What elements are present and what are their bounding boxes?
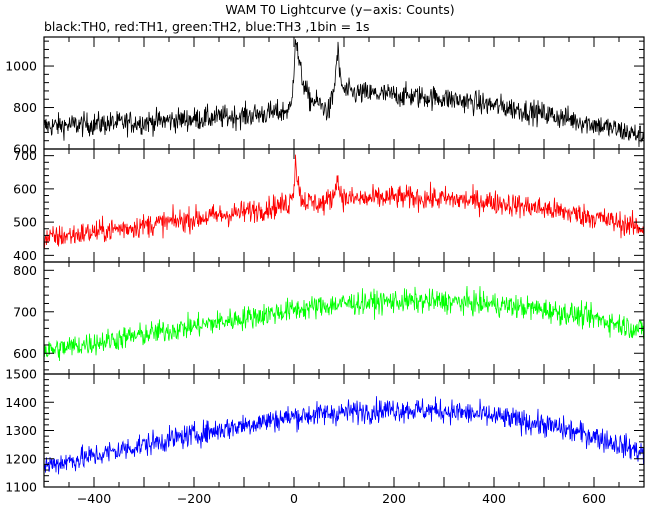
y-tick-label: 400 xyxy=(13,248,37,263)
y-tick-label: 700 xyxy=(13,148,37,163)
y-tick-label: 600 xyxy=(13,181,37,196)
panel-frame-th0 xyxy=(43,36,645,150)
y-tick-label: 500 xyxy=(13,215,37,230)
panel-frame-th2 xyxy=(43,261,645,375)
series-line-th3 xyxy=(44,396,644,475)
y-tick-label: 600 xyxy=(13,346,37,361)
panel-th0: 600 800 1000 xyxy=(5,36,645,157)
chart-title: WAM T0 Lightcurve (y−axis: Counts) xyxy=(225,2,454,17)
y-tick-label: 1300 xyxy=(5,423,37,438)
y-tick-label: 700 xyxy=(13,304,37,319)
y-tick-label: 600 xyxy=(13,142,37,157)
panel-th3: 1100 1200 1300 1400 1500 xyxy=(5,367,645,495)
y-tick-label: 800 xyxy=(13,100,37,115)
x-tick-label: −200 xyxy=(177,491,211,505)
x-tick-label: 600 xyxy=(582,491,606,505)
x-tick-label: 400 xyxy=(482,491,506,505)
panel-th2: 600 700 800 xyxy=(13,261,645,375)
y-tick-label: 1500 xyxy=(5,367,37,382)
x-tick-label: 200 xyxy=(382,491,406,505)
panels: 6008001000400500600700600700800110012001… xyxy=(5,36,645,505)
y-tick-label: 1000 xyxy=(5,59,37,74)
series-line-th2 xyxy=(44,285,644,362)
chart-subtitle: black:TH0, red:TH1, green:TH2, blue:TH3 … xyxy=(44,19,370,34)
x-tick-label: 0 xyxy=(290,491,298,505)
y-tick-label: 1400 xyxy=(5,395,37,410)
series-line-th0 xyxy=(44,39,644,148)
x-tick-label: −400 xyxy=(77,491,111,505)
panel-th1: 400 500 600 700 xyxy=(13,148,645,263)
y-tick-label: 1100 xyxy=(5,480,37,495)
y-tick-label: 1200 xyxy=(5,451,37,466)
x-axis: −400 −200 0 200 400 600 xyxy=(77,491,606,505)
series-line-th1 xyxy=(44,154,644,249)
y-tick-label: 800 xyxy=(13,263,37,278)
